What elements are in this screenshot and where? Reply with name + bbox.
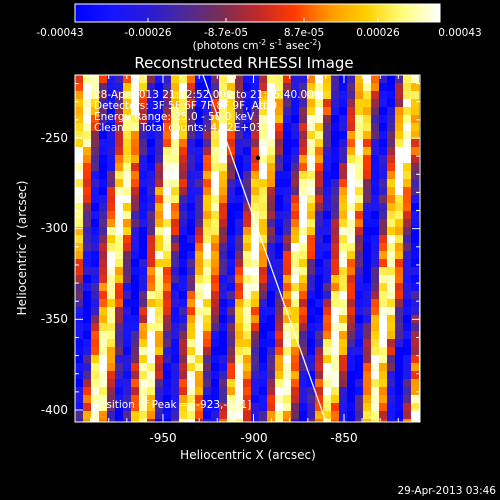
- colorbar-tick-label: -8.7e-05: [204, 27, 248, 39]
- axis-minor-ticks: [75, 75, 420, 422]
- y-tick-label: -300: [41, 221, 68, 235]
- x-tick-label: -900: [240, 431, 267, 445]
- y-tick-label: -350: [41, 312, 68, 326]
- colorbar-tick-labels: -0.00043 -0.00026 -8.7e-05 8.7e-05 0.000…: [36, 27, 481, 39]
- plot-area: [74, 74, 421, 423]
- colorbar: -0.00043 -0.00026 -8.7e-05 8.7e-05 0.000…: [36, 3, 482, 52]
- x-tick-label: -850: [330, 431, 357, 445]
- y-tick-label: -400: [41, 403, 68, 417]
- colorbar-units: (photons cm-2 s-1 asec-2): [193, 38, 322, 52]
- info-line-detectors: Detectors: 3F 5F 6F 7F 8F 9F, Att 0: [94, 100, 277, 112]
- y-tick-label: -250: [41, 131, 68, 145]
- colorbar-tick-label: -0.00026: [124, 27, 172, 39]
- plot-timestamp: 29-Apr-2013 03:46: [397, 485, 496, 497]
- x-tick-label: -950: [149, 431, 176, 445]
- peak-marker: [255, 155, 261, 161]
- colorbar-tick-label: 8.7e-05: [284, 27, 324, 39]
- colorbar-gradient: [74, 3, 441, 23]
- y-tick-labels: -250 -300 -350 -400: [41, 131, 68, 417]
- colorbar-tick-label: 0.00043: [438, 27, 481, 39]
- y-axis-title: Heliocentric Y (arcsec): [15, 181, 29, 316]
- solar-limb-line: [202, 74, 327, 423]
- plot-title: Reconstructed RHESSI Image: [134, 54, 353, 72]
- plot-frame: [74, 74, 421, 423]
- x-axis-title: Heliocentric X (arcsec): [180, 448, 316, 462]
- info-line-time: 28-Apr-2013 21:12:52.000 to 21:15:40.000: [94, 89, 321, 101]
- info-overlay: 28-Apr-2013 21:12:52.000 to 21:15:40.000…: [94, 89, 321, 411]
- x-tick-labels: -950 -900 -850: [149, 431, 357, 445]
- info-line-counts: Clean Total counts: 4.32E+03: [94, 122, 263, 134]
- colorbar-ticks: [74, 18, 441, 22]
- colorbar-tick-label: -0.00043: [36, 27, 83, 39]
- peak-position-label: Position of Peak = [-923,-321]: [94, 399, 251, 411]
- info-line-energy: Energy Range: 25.0 - 50.0 keV: [94, 111, 255, 123]
- colorbar-tick-label: 0.00026: [356, 27, 400, 39]
